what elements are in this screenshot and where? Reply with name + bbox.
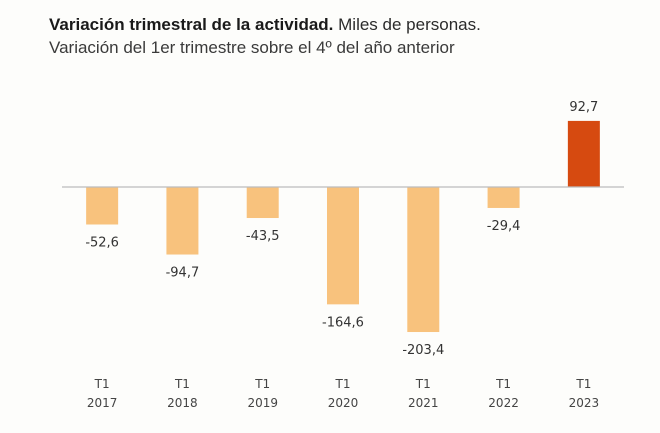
x-tick-year-2022: 2022 bbox=[488, 396, 519, 410]
chart-subtitle: Variación del 1er trimestre sobre el 4º … bbox=[49, 38, 455, 57]
x-tick-quarter-2018: T1 bbox=[174, 377, 190, 391]
x-tick-year-2020: 2020 bbox=[328, 396, 359, 410]
bar-2023 bbox=[567, 120, 600, 187]
x-tick-quarter-2023: T1 bbox=[575, 377, 591, 391]
x-tick-quarter-2022: T1 bbox=[495, 377, 511, 391]
bar-2017 bbox=[86, 187, 119, 225]
bar-2021 bbox=[407, 187, 440, 333]
bar-2022 bbox=[487, 187, 520, 208]
data-label-2021: -203,4 bbox=[402, 343, 444, 358]
bar-2020 bbox=[327, 187, 359, 305]
data-label-2018: -94,7 bbox=[166, 266, 200, 281]
x-tick-quarter-2021: T1 bbox=[415, 377, 431, 391]
chart-title-unit: Miles de personas. bbox=[338, 15, 481, 34]
chart-title: Variación trimestral de la actividad. Mi… bbox=[49, 14, 481, 36]
data-label-2022: -29,4 bbox=[487, 219, 521, 234]
data-label-2017: -52,6 bbox=[85, 236, 119, 251]
data-label-2023: 92,7 bbox=[569, 100, 598, 115]
x-tick-quarter-2017: T1 bbox=[94, 377, 110, 391]
x-tick-year-2021: 2021 bbox=[408, 396, 439, 410]
x-tick-year-2019: 2019 bbox=[247, 396, 278, 410]
bar-2019 bbox=[246, 187, 279, 219]
x-tick-quarter-2019: T1 bbox=[254, 377, 270, 391]
bar-2018 bbox=[166, 187, 199, 255]
x-tick-year-2017: 2017 bbox=[87, 396, 118, 410]
chart-title-bold: Variación trimestral de la actividad. bbox=[49, 15, 334, 34]
data-label-2019: -43,5 bbox=[246, 229, 280, 244]
data-label-2020: -164,6 bbox=[322, 315, 364, 330]
x-tick-year-2023: 2023 bbox=[569, 396, 600, 410]
x-tick-quarter-2020: T1 bbox=[335, 377, 351, 391]
x-tick-year-2018: 2018 bbox=[167, 396, 198, 410]
